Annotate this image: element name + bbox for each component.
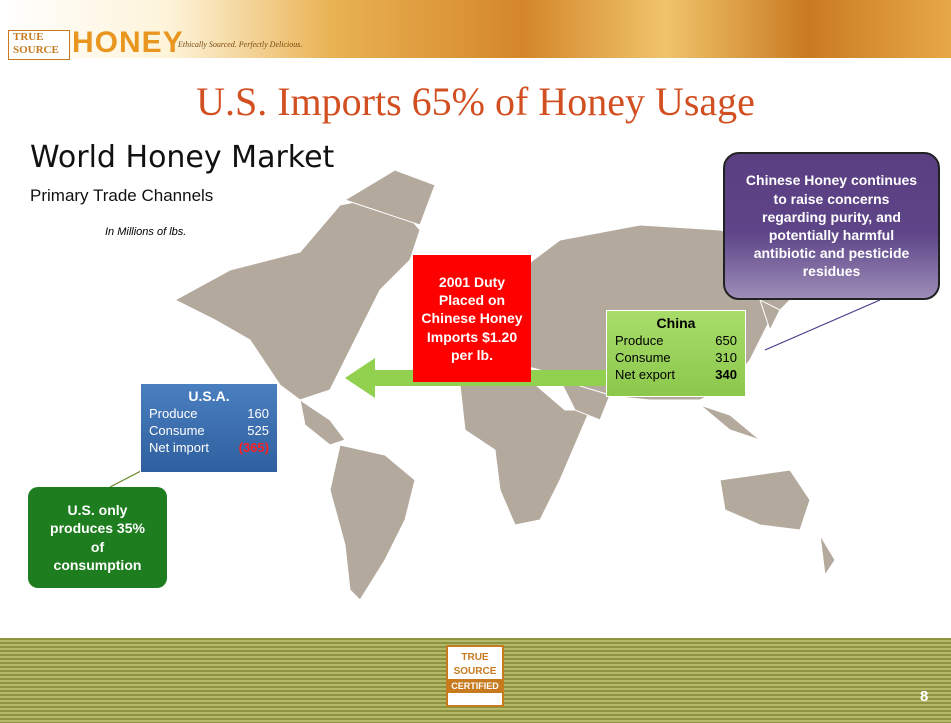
- value: 340: [715, 366, 737, 383]
- label: Consume: [149, 422, 205, 439]
- table-title: China: [615, 315, 737, 332]
- badge-text: CERTIFIED: [448, 679, 502, 693]
- badge-text: TRUE: [448, 651, 502, 665]
- label: Net export: [615, 366, 675, 383]
- page-number: 8: [920, 688, 928, 705]
- subheading: Primary Trade Channels: [30, 186, 213, 206]
- table-title: U.S.A.: [149, 388, 269, 405]
- china-table: China Produce 650 Consume 310 Net export 34…: [606, 310, 746, 397]
- units-note: In Millions of lbs.: [105, 226, 186, 238]
- us-callout: U.S. only produces 35% of consumption: [28, 487, 167, 588]
- value: (365): [239, 439, 269, 456]
- label: Consume: [615, 349, 671, 366]
- label: Produce: [615, 332, 663, 349]
- value: 650: [715, 332, 737, 349]
- value: 525: [247, 422, 269, 439]
- label: Net import: [149, 439, 209, 456]
- label: Produce: [149, 405, 197, 422]
- badge-text: SOURCE: [448, 665, 502, 679]
- certified-badge: TRUE SOURCE CERTIFIED: [446, 645, 504, 707]
- usa-table: U.S.A. Produce 160 Consume 525 Net import (…: [140, 383, 278, 473]
- slide: TRUESOURCE HONEY Ethically Sourced. Perf…: [0, 0, 951, 723]
- heading: World Honey Market: [30, 140, 334, 175]
- value: 310: [715, 349, 737, 366]
- value: 160: [247, 405, 269, 422]
- duty-callout: 2001 Duty Placed on Chinese Honey Import…: [413, 255, 531, 382]
- china-callout: Chinese Honey continues to raise concern…: [723, 152, 940, 300]
